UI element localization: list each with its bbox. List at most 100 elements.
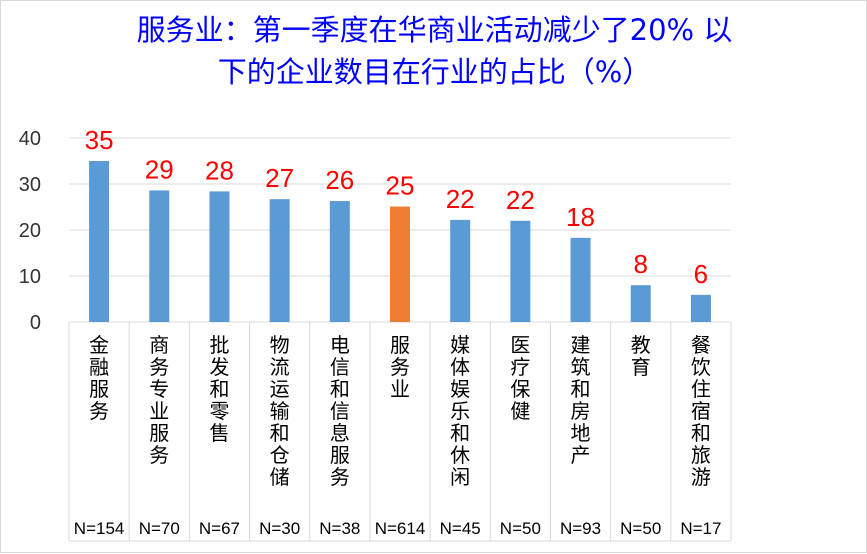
- category-label-char: 保: [510, 377, 530, 401]
- category-label-char: 输: [270, 399, 290, 423]
- category-label-char: 业: [390, 377, 410, 401]
- category-label-char: 服: [149, 421, 169, 445]
- category-label-char: 餐: [691, 333, 711, 357]
- category-label-char: 和: [571, 377, 591, 401]
- y-tick-label: 10: [19, 266, 41, 288]
- chart-title-line-2: 下的企业数目在行业的占比（%）: [217, 55, 652, 89]
- data-label: 26: [325, 165, 354, 195]
- category-label-char: 地: [571, 421, 591, 445]
- category-label-char: 物: [270, 333, 290, 357]
- bar: [149, 190, 170, 322]
- chart-title: 服务业：第一季度在华商业活动减少了20% 以 下的企业数目在行业的占比（%）: [1, 9, 867, 93]
- category-label-char: 售: [209, 421, 229, 445]
- category-label-char: 批: [209, 333, 229, 357]
- category-label-char: 游: [691, 465, 711, 489]
- sample-size-label: N=614: [375, 519, 426, 538]
- category-label-char: 专: [149, 377, 169, 401]
- sample-size-label: N=45: [440, 519, 481, 538]
- category-label-char: 和: [209, 377, 229, 401]
- category-label-char: 流: [270, 355, 290, 379]
- category-label-char: 和: [330, 377, 350, 401]
- category-label-char: 信: [330, 399, 350, 423]
- category-label-char: 旅: [691, 443, 711, 467]
- sample-size-label: N=30: [259, 519, 300, 538]
- category-label-char: 息: [330, 421, 350, 445]
- data-label: 27: [265, 163, 294, 193]
- category-label-char: 信: [330, 355, 350, 379]
- category-label-char: 产: [571, 443, 591, 467]
- category-label-char: 建: [571, 333, 591, 357]
- sample-size-label: N=154: [74, 519, 125, 538]
- y-tick-label: 40: [19, 128, 41, 150]
- category-label-char: 乐: [450, 399, 470, 423]
- category-label-char: 零: [209, 399, 229, 423]
- category-label-char: 和: [450, 421, 470, 445]
- category-label-char: 融: [89, 355, 109, 379]
- category-label-char: 仓: [270, 443, 290, 467]
- sample-size-label: N=17: [680, 519, 721, 538]
- category-label-char: 运: [270, 377, 290, 401]
- bar: [630, 285, 651, 322]
- data-label: 22: [506, 185, 535, 215]
- data-label: 25: [386, 171, 415, 201]
- category-label-char: 务: [390, 355, 410, 379]
- category-label-char: 务: [330, 465, 350, 489]
- bar: [690, 294, 711, 322]
- category-label-char: 房: [571, 399, 591, 423]
- bar: [209, 191, 230, 322]
- category-label-char: 媒: [450, 333, 470, 357]
- data-label: 28: [205, 155, 234, 185]
- category-label-char: 闲: [450, 465, 470, 489]
- bar: [269, 199, 290, 322]
- category-label-char: 体: [450, 355, 470, 379]
- data-label: 22: [446, 184, 475, 214]
- category-label-char: 宿: [691, 399, 711, 423]
- category-label-char: 医: [510, 333, 530, 357]
- data-label: 35: [85, 125, 114, 155]
- bar: [329, 201, 350, 322]
- sample-size-label: N=50: [620, 519, 661, 538]
- category-label-char: 疗: [510, 355, 530, 379]
- bar: [450, 219, 471, 322]
- category-label-char: 育: [631, 355, 651, 379]
- category-label-char: 发: [209, 355, 229, 379]
- category-label-char: 电: [330, 333, 350, 357]
- category-label-char: 健: [510, 399, 530, 423]
- category-label-char: 服: [330, 443, 350, 467]
- bar: [510, 220, 531, 322]
- category-label-char: 储: [270, 465, 290, 489]
- category-label-char: 休: [450, 443, 470, 467]
- data-label: 8: [633, 249, 647, 279]
- category-label-char: 和: [270, 421, 290, 445]
- category-label-char: 娱: [450, 377, 470, 401]
- category-label-char: 筑: [571, 355, 591, 379]
- category-label-char: 商: [149, 333, 169, 357]
- data-label: 18: [566, 202, 595, 232]
- category-label-char: 务: [149, 443, 169, 467]
- category-label-char: 和: [691, 421, 711, 445]
- category-label-char: 服: [390, 333, 410, 357]
- category-label-char: 住: [691, 377, 711, 401]
- chart-title-line-1: 服务业：第一季度在华商业活动减少了20% 以: [136, 13, 733, 47]
- sample-size-label: N=67: [199, 519, 240, 538]
- sample-size-label: N=93: [560, 519, 601, 538]
- bar: [570, 237, 591, 322]
- bar: [390, 206, 410, 322]
- category-label-char: 务: [149, 355, 169, 379]
- y-tick-label: 30: [19, 174, 41, 196]
- data-label: 6: [694, 259, 708, 289]
- sample-size-label: N=70: [139, 519, 180, 538]
- category-label-char: 业: [149, 399, 169, 423]
- category-label-char: 务: [89, 399, 109, 423]
- sample-size-label: N=38: [319, 519, 360, 538]
- y-tick-label: 20: [19, 220, 41, 242]
- y-tick-label: 0: [30, 312, 41, 334]
- category-label-char: 饮: [691, 355, 711, 379]
- category-label-char: 教: [631, 333, 651, 357]
- category-label-char: 金: [89, 333, 109, 357]
- sample-size-label: N=50: [500, 519, 541, 538]
- data-label: 29: [145, 154, 174, 184]
- category-label-char: 服: [89, 377, 109, 401]
